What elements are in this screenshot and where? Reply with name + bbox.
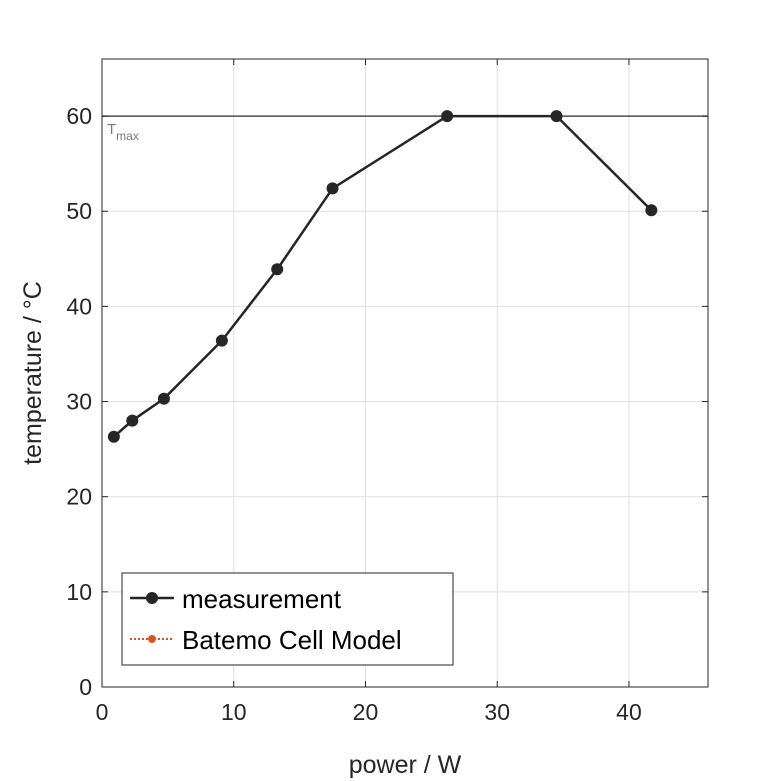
y-tick-label: 10	[66, 579, 92, 605]
y-tick-label: 40	[66, 293, 92, 319]
x-tick-label: 30	[484, 699, 510, 725]
data-point-measurement	[107, 430, 120, 443]
y-tick-label: 20	[66, 484, 92, 510]
data-point-measurement	[645, 204, 658, 217]
legend-marker-measurement	[146, 592, 158, 604]
legend-label-measurement: measurement	[182, 584, 342, 614]
y-tick-label: 0	[79, 674, 92, 700]
ticks: 0 10 20 30 40 0 10 20 30 40 50 60	[66, 59, 708, 725]
plot-frame	[101, 58, 709, 688]
legend-box	[121, 572, 454, 666]
x-tick-label: 20	[353, 699, 379, 725]
data-point-measurement	[271, 263, 284, 276]
y-tick-label: 50	[66, 198, 92, 224]
legend: measurement Batemo Cell Model	[121, 572, 454, 666]
x-tick-label: 0	[96, 699, 109, 725]
data-point-measurement	[157, 392, 170, 405]
data-point-measurement	[126, 414, 139, 427]
y-axis-label: temperature / °C	[19, 281, 47, 465]
grid	[101, 59, 708, 688]
data-point-measurement	[326, 182, 339, 195]
legend-label-batemo-cell-model: Batemo Cell Model	[182, 625, 402, 655]
legend-marker-batemo-cell-model	[148, 635, 156, 643]
data-point-measurement	[550, 110, 563, 123]
series-layer	[107, 110, 658, 443]
x-axis-label: power / W	[349, 751, 462, 779]
y-tick-label: 60	[66, 103, 92, 129]
x-tick-label: 40	[616, 699, 642, 725]
y-tick-label: 30	[66, 389, 92, 415]
x-tick-label: 10	[221, 699, 247, 725]
data-point-measurement	[215, 334, 228, 347]
data-point-measurement	[441, 110, 454, 123]
